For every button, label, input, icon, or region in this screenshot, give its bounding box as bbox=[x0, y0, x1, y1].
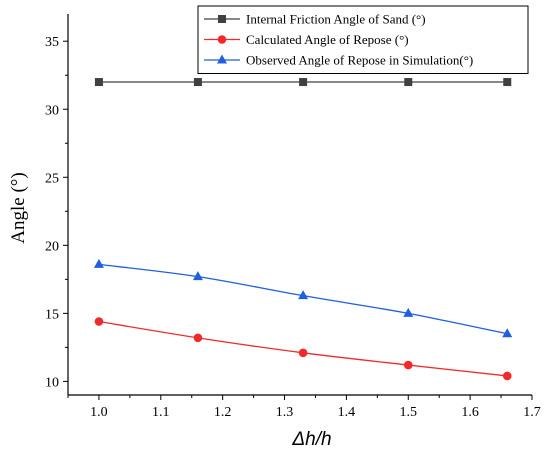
series-internal-friction-angle bbox=[94, 78, 512, 87]
legend-box bbox=[197, 5, 529, 74]
y-tick-label: 35 bbox=[45, 35, 59, 50]
x-tick-label: 1.2 bbox=[214, 405, 232, 420]
x-tick-label: 1.5 bbox=[400, 405, 418, 420]
data-point bbox=[502, 371, 512, 381]
x-tick-label: 1.7 bbox=[523, 405, 541, 420]
legend-marker bbox=[217, 54, 227, 64]
data-point bbox=[503, 78, 512, 87]
data-point bbox=[298, 348, 308, 358]
data-point bbox=[403, 360, 413, 370]
series-calculated-angle-of-repose bbox=[94, 317, 512, 381]
legend-marker bbox=[218, 15, 226, 23]
series-layer bbox=[93, 78, 513, 381]
legend-label: Internal Friction Angle of Sand (°) bbox=[246, 12, 426, 27]
data-point bbox=[502, 328, 513, 338]
y-tick-label: 10 bbox=[45, 375, 59, 390]
data-point bbox=[94, 78, 103, 87]
legend-item-observed-angle-of-repose: Observed Angle of Repose in Simulation(°… bbox=[204, 53, 473, 68]
y-tick-label: 20 bbox=[45, 239, 59, 254]
y-tick-label: 15 bbox=[45, 307, 59, 322]
data-point bbox=[404, 78, 413, 87]
x-axis-title: Δh/h bbox=[291, 429, 331, 450]
legend: Internal Friction Angle of Sand (°) Calcu… bbox=[197, 5, 529, 74]
series-observed-angle-of-repose bbox=[93, 258, 513, 338]
y-tick-label: 30 bbox=[45, 103, 59, 118]
legend-marker bbox=[217, 35, 227, 44]
data-point bbox=[193, 333, 203, 343]
x-tick-label: 1.4 bbox=[338, 405, 356, 420]
data-point bbox=[299, 78, 308, 87]
x-tick-label: 1.6 bbox=[461, 405, 479, 420]
x-tick-label: 1.1 bbox=[152, 405, 170, 420]
data-point bbox=[403, 307, 414, 317]
x-tick-label: 1.3 bbox=[276, 405, 294, 420]
legend-label: Calculated Angle of Repose (°) bbox=[246, 32, 409, 47]
axes: 1.0 1.1 1.2 1.3 1.4 1.5 1.6 1.7 10 15 20 25 30 35 bbox=[45, 14, 541, 420]
y-axis-title: Angle (°) bbox=[8, 172, 29, 243]
legend-label: Observed Angle of Repose in Simulation(°… bbox=[246, 53, 473, 68]
data-point bbox=[192, 271, 203, 281]
legend-item-calculated-angle-of-repose: Calculated Angle of Repose (°) bbox=[204, 32, 409, 47]
data-point bbox=[93, 258, 104, 268]
y-tick-label: 25 bbox=[45, 171, 59, 186]
data-point bbox=[298, 290, 309, 300]
legend-item-internal-friction-angle: Internal Friction Angle of Sand (°) bbox=[204, 12, 426, 27]
data-point bbox=[94, 317, 104, 326]
data-point bbox=[193, 78, 202, 87]
x-tick-label: 1.0 bbox=[90, 405, 108, 420]
